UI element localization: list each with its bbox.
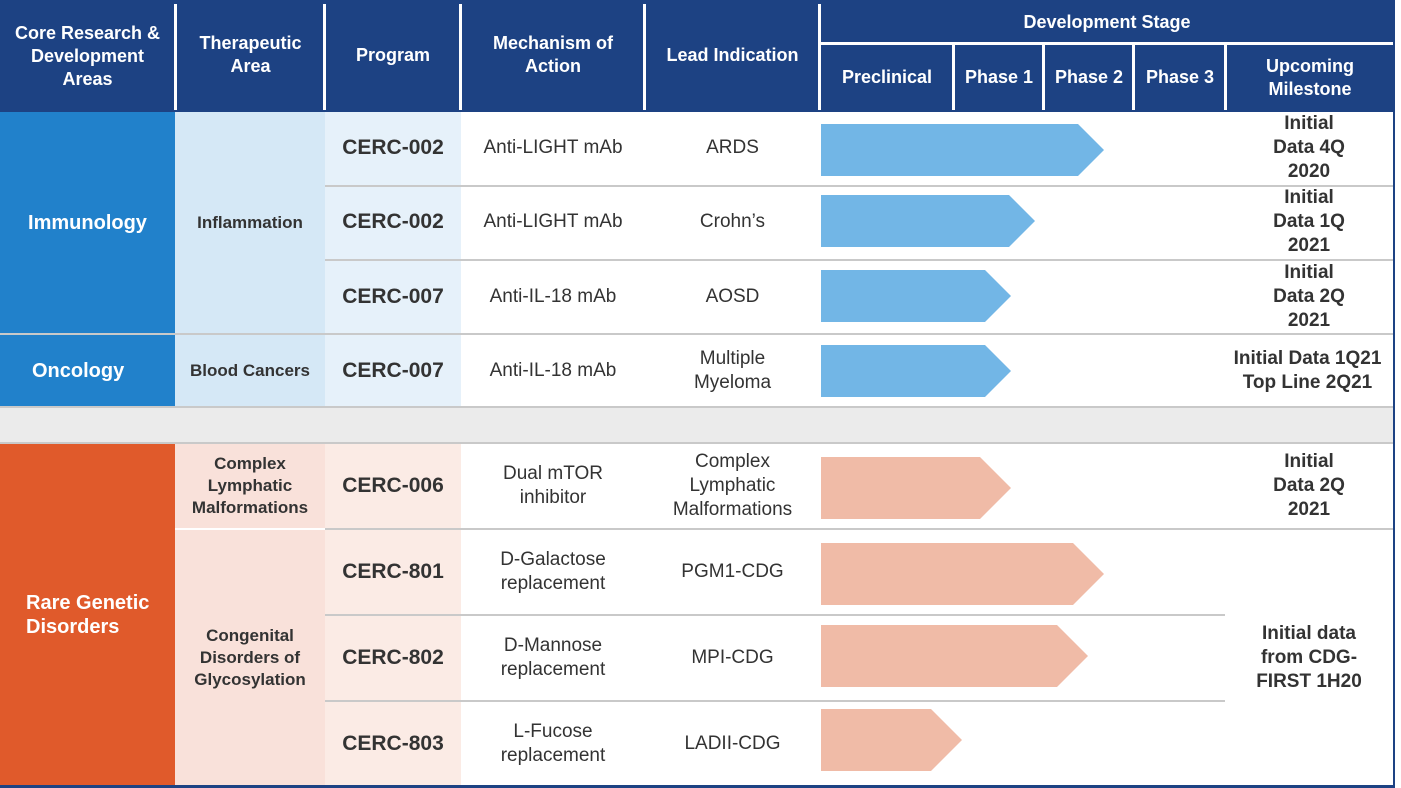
mechanism-label: L-Fucose replacement	[500, 720, 606, 766]
row-divider	[0, 442, 1393, 444]
indication-label: Multiple Myeloma	[693, 348, 772, 393]
header-divider	[323, 4, 326, 110]
header-core-areas: Core Research & Development Areas	[0, 14, 175, 98]
row-divider	[0, 333, 1393, 335]
mechanism-label: Dual mTOR inhibitor	[503, 463, 603, 508]
cell-divider	[175, 528, 325, 530]
area-oncology: Oncology	[0, 335, 175, 407]
header-divider	[1132, 45, 1135, 110]
row-divider	[325, 259, 1393, 261]
header-divider	[818, 4, 821, 110]
milestone-label: Initial Data 1Q 2021	[1273, 187, 1345, 256]
header-development-stage: Development Stage	[821, 8, 1393, 36]
progress-arrow	[821, 543, 1104, 605]
program-label: CERC-007	[342, 359, 444, 382]
milestone-label: Initial Data 4Q 2020	[1273, 113, 1345, 182]
mechanism-label: Anti-LIGHT mAb	[483, 137, 623, 158]
header-stage-phase1: Phase 1	[955, 50, 1043, 105]
header-divider	[459, 4, 462, 110]
progress-arrow	[821, 195, 1035, 247]
area-immunology: Immunology	[0, 112, 175, 333]
row-divider	[325, 185, 1393, 187]
header-mechanism: Mechanism of Action	[462, 30, 644, 80]
progress-arrow	[821, 124, 1104, 176]
row-divider	[325, 528, 1393, 530]
header-divider	[1224, 45, 1227, 110]
mechanism-label: D-Galactose replacement	[500, 549, 606, 594]
program-label: CERC-002	[342, 136, 444, 159]
program-label: CERC-802	[342, 646, 444, 669]
header-program: Program	[326, 30, 460, 80]
therapeutic-area-cdg: Congenital Disorders of Glycosylation	[175, 530, 325, 785]
program-label: CERC-803	[342, 731, 444, 755]
indication-label: ARDS	[706, 137, 759, 158]
header-upcoming-milestone: Upcoming Milestone	[1227, 50, 1393, 105]
mechanism-label: Anti-IL-18 mAb	[489, 285, 617, 307]
row-divider	[0, 406, 1393, 408]
program-label: CERC-002	[342, 210, 444, 233]
mechanism-label: D-Mannose replacement	[500, 635, 606, 680]
progress-arrow	[821, 270, 1011, 322]
area-rare-genetic-disorders: Rare Genetic Disorders	[0, 444, 175, 785]
mechanism-label: Anti-LIGHT mAb	[483, 211, 623, 232]
therapeutic-area-inflammation: Inflammation	[175, 112, 325, 333]
milestone-label: Initial Data 2Q 2021	[1273, 261, 1345, 331]
progress-arrow	[821, 457, 1011, 519]
frame-bottom	[0, 785, 1395, 788]
indication-label: LADII-CDG	[684, 732, 781, 754]
program-label: CERC-007	[342, 284, 444, 308]
header-stage-preclinical: Preclinical	[821, 50, 953, 105]
row-divider	[325, 614, 1225, 616]
row-divider	[325, 700, 1225, 702]
indication-label: PGM1-CDG	[681, 561, 784, 582]
indication-label: Complex Lymphatic Malformations	[672, 451, 793, 520]
header-divider	[1042, 45, 1045, 110]
therapeutic-area-blood-cancers: Blood Cancers	[175, 335, 325, 407]
section-separator	[0, 408, 1393, 442]
header-divider	[952, 45, 955, 110]
frame-right	[1393, 0, 1395, 788]
header-stage-phase2: Phase 2	[1045, 50, 1133, 105]
milestone-label: Initial Data 2Q 2021	[1273, 451, 1345, 520]
header-stage-phase3: Phase 3	[1135, 50, 1225, 105]
header-divider	[174, 4, 177, 110]
program-label: CERC-801	[342, 560, 444, 583]
progress-arrow	[821, 345, 1011, 397]
header-therapeutic-area: Therapeutic Area	[177, 30, 324, 80]
header-lead-indication: Lead Indication	[646, 30, 819, 80]
progress-arrow	[821, 625, 1088, 687]
header-divider	[821, 42, 1393, 45]
indication-label: MPI-CDG	[691, 647, 774, 668]
milestone-label: Initial Data 1Q21 Top Line 2Q21	[1233, 348, 1382, 393]
progress-arrow	[821, 709, 962, 771]
indication-label: Crohn’s	[699, 211, 766, 232]
program-label: CERC-006	[342, 474, 444, 497]
header-divider	[643, 4, 646, 110]
indication-label: AOSD	[705, 285, 760, 307]
milestone-cdg-first: Initial data from CDG-FIRST 1H20	[1256, 622, 1362, 692]
mechanism-label: Anti-IL-18 mAb	[489, 360, 617, 381]
therapeutic-area-clm: Complex Lymphatic Malformations	[175, 444, 325, 528]
